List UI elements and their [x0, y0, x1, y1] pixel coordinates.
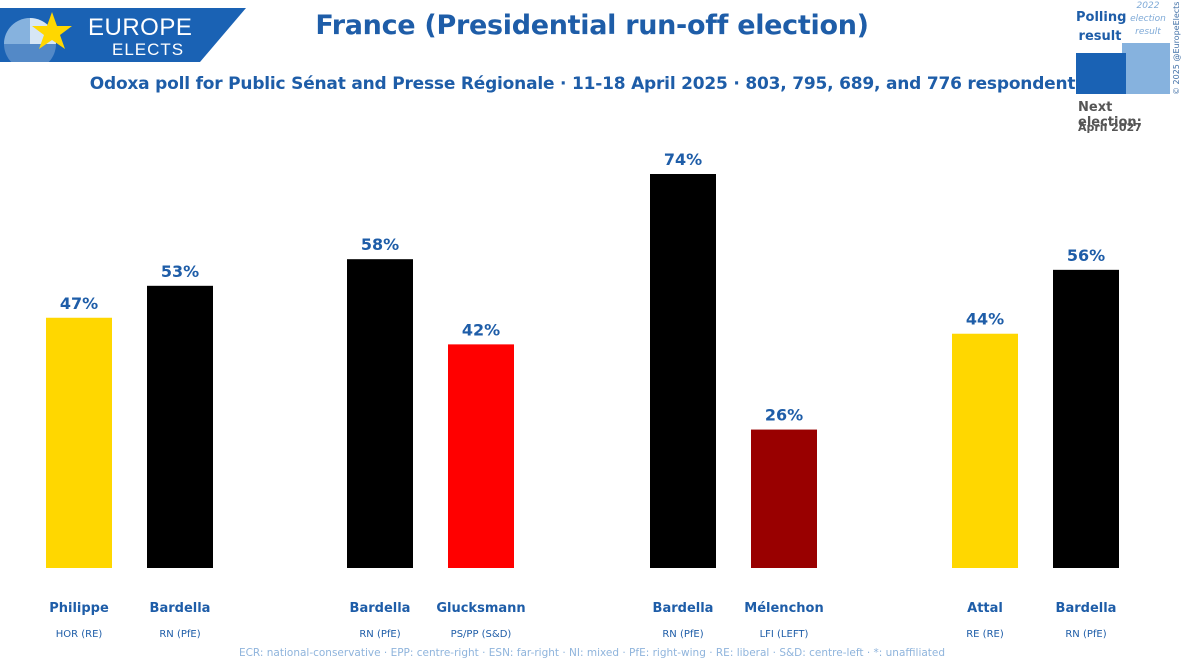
candidate-name-label: Mélenchon	[744, 601, 823, 616]
logo-text-elects: ELECTS	[112, 40, 185, 59]
bar-value-label: 47%	[60, 294, 98, 313]
bar	[952, 333, 1018, 568]
bar-value-label: 56%	[1067, 246, 1105, 265]
bar-value-label: 26%	[765, 406, 803, 425]
chart-subtitle: Odoxa poll for Public Sénat and Presse R…	[89, 74, 1086, 94]
candidate-name-label: Bardella	[350, 601, 411, 616]
bar	[650, 174, 716, 568]
legend-polling-label: Polling result	[1076, 10, 1127, 44]
chart-title: France (Presidential run-off election)	[315, 10, 869, 41]
candidate-party-label: PS/PP (S&D)	[451, 629, 512, 640]
europe-elects-logo: EUROPE ELECTS	[0, 8, 246, 62]
legend-polling-swatch	[1076, 53, 1126, 94]
bar	[347, 259, 413, 568]
candidate-party-label: HOR (RE)	[56, 629, 103, 640]
candidate-party-label: RN (PfE)	[359, 629, 400, 640]
candidate-party-label: RN (PfE)	[662, 629, 703, 640]
logo-text-europe: EUROPE	[88, 14, 193, 41]
logo-banner-icon	[0, 8, 246, 62]
candidate-party-label: RN (PfE)	[159, 629, 200, 640]
candidate-party-label: RE (RE)	[966, 629, 1004, 640]
next-election-label: Next election:	[1078, 100, 1142, 130]
bar-value-label: 44%	[966, 310, 1004, 329]
bar-value-label: 58%	[361, 235, 399, 254]
candidate-party-label: LFI (LEFT)	[760, 629, 809, 640]
candidate-name-label: Philippe	[49, 601, 109, 616]
legend-result-label: 2022 election result	[1130, 1, 1166, 37]
candidate-name-label: Attal	[967, 601, 1003, 616]
candidate-name-label: Bardella	[653, 601, 714, 616]
candidate-name-label: Bardella	[150, 601, 211, 616]
bar-value-label: 74%	[664, 150, 702, 169]
bar-value-label: 53%	[161, 262, 199, 281]
bar	[751, 429, 817, 568]
bar	[147, 285, 213, 568]
candidate-name-label: Glucksmann	[436, 601, 525, 616]
candidate-party-label: RN (PfE)	[1065, 629, 1106, 640]
party-legend-footer: ECR: national-conservative · EPP: centre…	[238, 647, 946, 659]
bar	[448, 344, 514, 568]
next-election-date: April 2027	[1078, 121, 1142, 134]
bar-value-label: 42%	[462, 320, 500, 339]
legend-result-swatch	[1122, 43, 1170, 94]
bar-chart: 47% Philippe HOR (RE) 53% Bardella RN (PfE) 58…	[46, 150, 1119, 640]
bar	[46, 317, 112, 568]
copyright-text: © 2025 @EuropeElects	[1172, 1, 1181, 95]
candidate-name-label: Bardella	[1056, 601, 1117, 616]
legend: Polling result 2022 election result Next…	[1076, 0, 1180, 140]
bar	[1053, 269, 1119, 568]
